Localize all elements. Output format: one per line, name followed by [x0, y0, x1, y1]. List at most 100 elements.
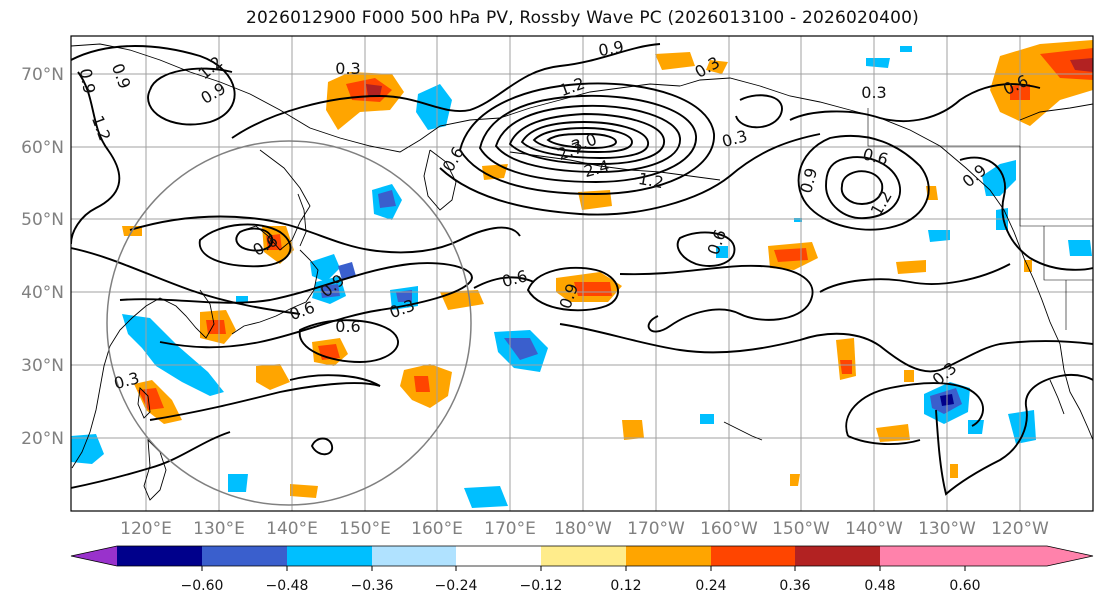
- colorbar-segment: [202, 546, 287, 566]
- contour-line: [546, 133, 617, 149]
- contour-line: [439, 133, 821, 216]
- colorbar-extend-low: [71, 546, 117, 566]
- shade-patch: [700, 414, 714, 424]
- coast-baja: [1049, 379, 1065, 415]
- shade-patch: [378, 190, 396, 208]
- contour-line: [789, 83, 1041, 122]
- contour-line: [289, 374, 381, 387]
- colorbar-segment: [541, 546, 626, 566]
- lat-label: 30°N: [21, 356, 64, 376]
- figure-title: 2026012900 F000 500 hPa PV, Rossby Wave …: [246, 8, 919, 28]
- pv-contours: [71, 43, 1093, 496]
- coast-asia: [71, 43, 501, 153]
- contour-label: 0.9: [597, 37, 625, 60]
- colorbar-tick-label: −0.36: [351, 578, 394, 594]
- lon-label: 170°W: [627, 519, 685, 539]
- colorbar-ticks: [201, 566, 966, 571]
- shade-patch: [706, 60, 728, 74]
- coast-na-west: [1059, 343, 1093, 441]
- colorbar-tick-label: 0.36: [779, 578, 810, 594]
- shade-patch: [622, 420, 644, 440]
- contour-line: [71, 45, 236, 126]
- border-line: [867, 108, 1020, 147]
- contour-line: [825, 156, 901, 219]
- shade-patch: [1008, 410, 1036, 444]
- shade-patch: [338, 262, 356, 280]
- contour-line: [119, 262, 473, 349]
- contour-line: [298, 319, 399, 363]
- lon-label: 130°W: [918, 519, 976, 539]
- colorbar: −0.60 −0.48 −0.36 −0.24 −0.12 0.12 0.24 …: [70, 545, 1094, 594]
- lon-axis: 120°E 130°E 140°E 150°E 160°E 170°E 180°…: [120, 519, 1049, 539]
- lat-label: 40°N: [21, 283, 64, 303]
- contour-line: [840, 170, 884, 205]
- lat-label: 60°N: [21, 138, 64, 158]
- shade-patch: [236, 296, 248, 302]
- contour-line: [71, 431, 231, 489]
- contour-line: [619, 264, 814, 333]
- colorbar-segment: [456, 546, 541, 566]
- colorbar-tick-label: 0.24: [695, 578, 726, 594]
- shade-patch: [896, 260, 926, 274]
- contour-line: [310, 437, 333, 456]
- contour-line: [235, 227, 274, 252]
- lon-label: 170°E: [484, 519, 536, 539]
- contour-line: [735, 94, 783, 129]
- shade-patch: [228, 474, 248, 492]
- colorbar-tick-label: 0.48: [864, 578, 895, 594]
- colorbar-tick-label: −0.48: [266, 578, 309, 594]
- lat-label: 50°N: [21, 210, 64, 230]
- lon-label: 160°E: [411, 519, 463, 539]
- colorbar-segment: [711, 546, 795, 566]
- shade-patch: [464, 486, 508, 508]
- shade-patch: [414, 376, 430, 392]
- contour-line: [478, 94, 697, 183]
- shade-patch: [904, 370, 914, 382]
- contour-line: [458, 82, 715, 195]
- colorbar-segment: [287, 546, 372, 566]
- contour-line: [508, 113, 665, 165]
- shade-patch: [982, 160, 1016, 196]
- shade-patch: [968, 420, 984, 434]
- contour-line: [520, 121, 649, 159]
- contour-label: 0.9: [76, 67, 99, 95]
- contour-line: [71, 71, 121, 245]
- lon-label: 160°W: [700, 519, 758, 539]
- lon-label: 150°W: [772, 519, 830, 539]
- shade-patch: [655, 52, 695, 70]
- colorbar-segment: [880, 546, 965, 566]
- coast-sakhalin: [297, 193, 307, 247]
- coast-hawaii: [723, 421, 763, 441]
- coast-kamchatka: [423, 149, 457, 211]
- contour-line: [149, 382, 381, 421]
- colorbar-segment: [795, 546, 880, 566]
- shade-patch: [840, 360, 852, 374]
- shade-patch: [866, 58, 890, 68]
- contour-label: 0.6: [335, 317, 360, 336]
- lon-label: 120°W: [991, 519, 1049, 539]
- border-line: [1019, 146, 1093, 227]
- shade-patch: [366, 84, 382, 96]
- map-frame: [70, 35, 1094, 512]
- lat-axis: 70°N 60°N 50°N 40°N 30°N 20°N: [21, 65, 64, 449]
- rossby-wave-circle: [106, 140, 472, 506]
- contour-line: [71, 247, 301, 315]
- shade-patch: [950, 464, 958, 478]
- colorbar-extend-high: [965, 546, 1093, 566]
- graticule: [71, 36, 1093, 511]
- shade-patch: [578, 190, 612, 210]
- contour-line: [129, 215, 521, 254]
- shade-patch: [716, 246, 728, 258]
- lon-label: 140°E: [266, 519, 318, 539]
- border-line: [1043, 226, 1093, 281]
- coast-okhotsk: [243, 149, 311, 251]
- contour-line: [797, 134, 930, 231]
- shade-patch: [206, 320, 226, 334]
- contour-line: [845, 382, 984, 437]
- contour-line: [149, 67, 233, 91]
- shade-patch: [440, 290, 484, 310]
- colorbar-tick-label: −0.24: [435, 578, 478, 594]
- coast-korea-china: [71, 289, 215, 469]
- contour-line: [959, 156, 1093, 271]
